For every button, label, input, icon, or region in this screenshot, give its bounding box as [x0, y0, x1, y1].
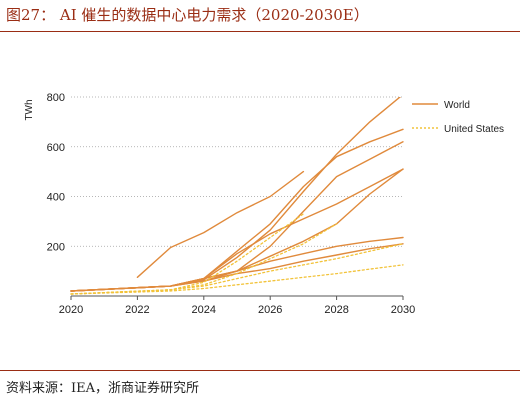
world-series-line-3: [70, 128, 404, 292]
source-rule: [0, 370, 520, 371]
y-tick-label: 600: [47, 142, 65, 154]
x-tick-label: 2024: [192, 304, 216, 316]
grid-layer: [71, 96, 403, 247]
y-axis-label: TWh: [24, 99, 35, 120]
world-series-line-8: [70, 243, 404, 292]
world-series-line-7: [70, 236, 404, 292]
x-tick-label: 2022: [125, 304, 149, 316]
source-note: 资料来源：IEA，浙商证券研究所: [6, 381, 200, 396]
x-tick-label: 2028: [324, 304, 348, 316]
world-series-line-5: [70, 168, 404, 292]
series-layer: [70, 97, 404, 295]
title-rule: [0, 31, 520, 32]
x-tick-label: 2020: [59, 304, 83, 316]
legend: World United States: [412, 100, 504, 135]
axis-layer: 200 400 600 800 2020 2022 2024 2026 2028 2030: [47, 92, 416, 316]
figure-title: 图27： AI 催生的数据中心电力需求（2020-2030E）: [6, 6, 369, 24]
line-chart: 200 400 600 800 2020 2022 2024 2026 2028 2030 TWh…: [24, 92, 504, 316]
y-tick-label: 200: [47, 241, 65, 253]
world-series-line-1: [136, 170, 305, 278]
world-series-line-6: [70, 168, 404, 292]
x-tick-label: 2030: [391, 304, 415, 316]
us-series-line-10: [70, 223, 338, 295]
y-tick-label: 800: [47, 92, 65, 104]
y-tick-label: 400: [47, 192, 65, 204]
legend-us-label: United States: [444, 124, 504, 135]
us-series-line-12: [70, 264, 404, 295]
legend-world-label: World: [444, 100, 470, 111]
x-tick-label: 2026: [258, 304, 282, 316]
world-series-line-4: [70, 141, 404, 292]
